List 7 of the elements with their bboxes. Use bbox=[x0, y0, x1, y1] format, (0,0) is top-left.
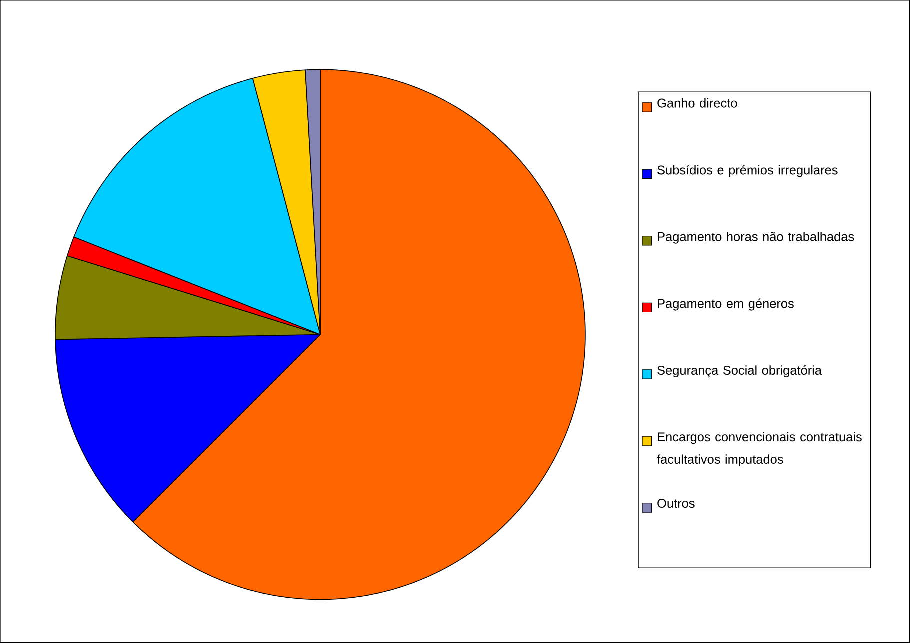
legend-label: Segurança Social obrigatória bbox=[658, 366, 822, 378]
legend-label: Pagamento em géneros bbox=[658, 298, 794, 311]
legend-label: Subsídios e prémios irregulares bbox=[658, 165, 838, 178]
legend-label: Outros bbox=[658, 499, 695, 508]
legend-label: Ganho directo bbox=[658, 98, 738, 108]
legend-label: Encargos convencionais contratuais facultativos imputados bbox=[657, 432, 862, 467]
legend-label: Pagamento horas não trabalhadas bbox=[658, 232, 854, 244]
